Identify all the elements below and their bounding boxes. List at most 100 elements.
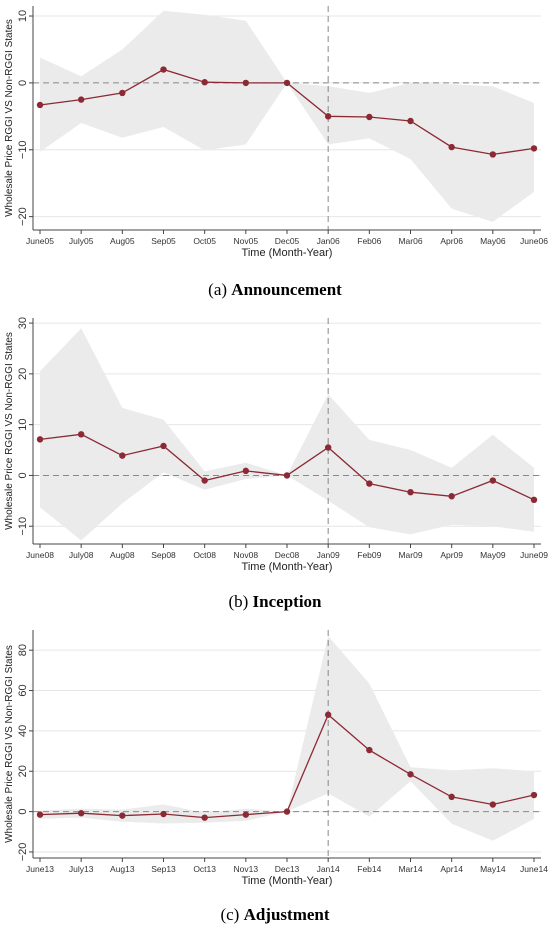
data-point	[324, 444, 332, 451]
data-point	[530, 791, 538, 799]
caption-adjustment: (c) Adjustment	[0, 905, 550, 925]
data-point	[448, 493, 455, 500]
y-tick-label: 10	[17, 10, 29, 22]
data-point	[77, 810, 85, 817]
x-tick-label: Apr09	[440, 550, 463, 560]
x-tick-label: July05	[69, 236, 94, 246]
chart-adjustment: 80 60 40 20 0 −20 June13 July13 Aug13 Sep13 Oct13 N…	[4, 630, 548, 887]
caption-title: Inception	[252, 592, 322, 611]
x-tick-label: June08	[26, 550, 54, 560]
y-tick-label: 20	[17, 368, 29, 380]
data-point	[201, 477, 208, 484]
y-tick-label: 20	[17, 765, 29, 777]
x-tick-label: Dec05	[275, 236, 300, 246]
x-tick-label: Apr06	[440, 236, 463, 246]
data-point	[242, 811, 250, 818]
data-point	[324, 711, 332, 718]
confidence-band	[40, 10, 534, 223]
x-tick-label: Jan06	[317, 236, 340, 246]
x-tick-label: Aug05	[110, 236, 135, 246]
y-tick-label: 0	[17, 80, 29, 86]
x-axis-label: Time (Month-Year)	[242, 875, 333, 887]
confidence-band	[40, 328, 534, 541]
data-point	[36, 436, 44, 443]
caption-label: (a)	[208, 280, 228, 299]
data-point	[407, 117, 414, 125]
x-tick-label: Nov13	[234, 864, 259, 874]
y-tick-label: 10	[17, 419, 29, 431]
data-point	[283, 79, 291, 87]
data-point	[407, 771, 414, 778]
data-point	[201, 79, 208, 86]
data-point	[407, 488, 414, 496]
x-axis-label: Time (Month-Year)	[242, 247, 333, 259]
data-point	[160, 66, 167, 73]
data-point	[160, 442, 167, 450]
y-tick-label: 80	[17, 644, 29, 656]
x-tick-label: Oct05	[193, 236, 216, 246]
confidence-band	[40, 636, 534, 841]
x-tick-label: Jan14	[317, 864, 340, 874]
chart-panel-announcement: 10 0 −10 −20 June05 July05 Aug05 Sep05 Oct05 Nov0…	[0, 0, 550, 260]
data-point	[242, 467, 250, 475]
x-tick-label: May09	[480, 550, 506, 560]
data-point	[36, 101, 44, 109]
x-tick-label: Aug08	[110, 550, 135, 560]
x-tick-label: June13	[26, 864, 54, 874]
x-tick-label: June09	[520, 550, 548, 560]
caption-title: Announcement	[231, 280, 342, 299]
data-point	[448, 143, 455, 151]
chart-announcement: 10 0 −10 −20 June05 July05 Aug05 Sep05 Oct05 Nov0…	[4, 6, 548, 259]
data-point	[366, 480, 373, 487]
y-tick-label: −10	[17, 140, 29, 159]
x-tick-label: Feb06	[357, 236, 381, 246]
data-point	[283, 472, 291, 479]
x-tick-label: May06	[480, 236, 506, 246]
x-tick-label: Jan09	[317, 550, 340, 560]
data-point	[119, 89, 126, 97]
chart-panel-inception: 30 20 10 0 −10 June08 July08 Aug08 Sep08 Oct08 Nov…	[0, 312, 550, 580]
data-point	[366, 746, 373, 754]
x-tick-label: Feb14	[357, 864, 381, 874]
x-tick-label: Feb09	[357, 550, 381, 560]
x-tick-label: Oct13	[193, 864, 216, 874]
x-tick-label: Dec08	[275, 550, 300, 560]
x-tick-label: Sep08	[151, 550, 176, 560]
x-tick-label: Mar14	[398, 864, 422, 874]
data-point	[283, 808, 291, 815]
caption-title: Adjustment	[243, 905, 330, 924]
data-point	[36, 811, 44, 818]
x-axis-label: Time (Month-Year)	[242, 561, 333, 573]
x-tick-label: Apr14	[440, 864, 463, 874]
chart-inception: 30 20 10 0 −10 June08 July08 Aug08 Sep08 Oct08 Nov…	[4, 317, 548, 573]
y-tick-label: 40	[17, 725, 29, 737]
data-point	[489, 801, 497, 808]
data-point	[530, 145, 538, 152]
data-point	[242, 79, 250, 87]
data-point	[77, 431, 85, 438]
x-tick-label: July08	[69, 550, 94, 560]
caption-inception: (b) Inception	[0, 592, 550, 612]
data-point	[448, 793, 455, 801]
y-tick-label: 30	[17, 317, 29, 329]
x-tick-label: July13	[69, 864, 94, 874]
x-tick-label: May14	[480, 864, 506, 874]
data-point	[489, 151, 497, 158]
data-point	[160, 810, 167, 818]
data-point	[119, 452, 126, 459]
y-axis-label: Wholesale Price RGGI VS Non-RGGI States	[4, 332, 15, 530]
y-tick-label: 60	[17, 684, 29, 696]
caption-announcement: (a) Announcement	[0, 280, 550, 300]
data-point	[489, 477, 497, 484]
y-tick-label: −20	[17, 843, 29, 862]
data-point	[77, 96, 85, 103]
data-point	[366, 113, 373, 121]
x-tick-label: Nov08	[234, 550, 259, 560]
x-tick-label: Oct08	[193, 550, 216, 560]
data-point	[530, 496, 538, 504]
data-point	[324, 113, 332, 120]
x-tick-label: Mar06	[398, 236, 422, 246]
chart-panel-adjustment: 80 60 40 20 0 −20 June13 July13 Aug13 Sep13 Oct13 N…	[0, 622, 550, 892]
y-axis-label: Wholesale Price RGGI VS Non-RGGI States	[4, 645, 15, 843]
x-tick-label: Dec13	[275, 864, 300, 874]
